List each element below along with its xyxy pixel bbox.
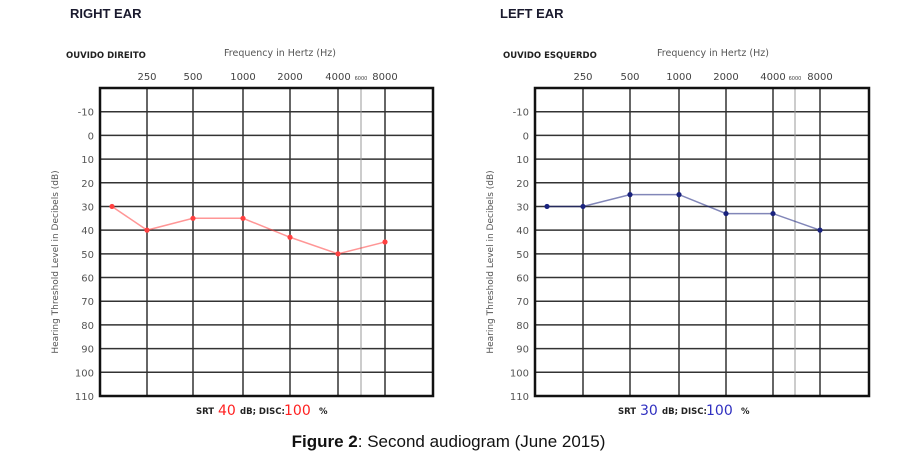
- data-point: [627, 192, 633, 198]
- x-tick-label: 1000: [666, 72, 691, 83]
- y-tick-label: 10: [81, 155, 94, 166]
- y-tick-label: 80: [516, 321, 529, 332]
- y-tick-label: 110: [510, 392, 529, 403]
- y-tick-label: 110: [75, 392, 94, 403]
- y-tick-label: 70: [516, 297, 529, 308]
- y-tick-label: 40: [516, 226, 529, 237]
- y-tick-label: 40: [81, 226, 94, 237]
- x-tick-label: 250: [137, 72, 156, 83]
- disc-unit: %: [741, 407, 750, 417]
- y-tick-label: 100: [75, 368, 94, 379]
- y-tick-label: -10: [78, 108, 94, 119]
- data-point: [144, 227, 150, 233]
- y-tick-label: -10: [513, 108, 529, 119]
- x-axis-label: Frequency in Hertz (Hz): [224, 48, 336, 59]
- srt-unit: dB; DISC:: [240, 407, 285, 417]
- x-tick-label: 500: [620, 72, 639, 83]
- y-tick-label: 90: [81, 345, 94, 356]
- data-point: [109, 203, 115, 210]
- x-tick-label: 2000: [277, 72, 302, 83]
- series-line: [547, 193, 821, 231]
- x-tick-label: 6000: [355, 76, 368, 82]
- plot-border: [533, 86, 871, 398]
- srt-label: SRT: [196, 407, 214, 417]
- data-point: [676, 192, 682, 198]
- srt-label: SRT: [618, 407, 636, 417]
- caption-text: : Second audiogram (June 2015): [357, 432, 606, 451]
- disc-value: 100: [284, 403, 311, 419]
- data-point: [382, 239, 388, 245]
- y-tick-label: 80: [81, 321, 94, 332]
- y-tick-label: 90: [516, 345, 529, 356]
- x-axis-label: Frequency in Hertz (Hz): [657, 48, 769, 59]
- y-tick-label: 20: [516, 179, 529, 190]
- y-tick-label: 10: [516, 155, 529, 166]
- data-point: [544, 203, 550, 210]
- data-point: [817, 227, 823, 233]
- x-tick-label: 8000: [807, 72, 832, 83]
- plot-border: [98, 86, 435, 398]
- figure-caption: Figure 2: Second audiogram (June 2015): [0, 432, 897, 452]
- y-tick-label: 20: [81, 179, 94, 190]
- x-tick-label: 1000: [230, 72, 255, 83]
- caption-label: Figure 2: [291, 432, 358, 451]
- srt-value: 30: [640, 403, 658, 419]
- x-tick-label: 250: [573, 72, 592, 83]
- y-tick-label: 70: [81, 297, 94, 308]
- y-tick-label: 30: [81, 202, 94, 213]
- y-tick-label: 60: [81, 274, 94, 285]
- y-axis-label: Hearing Threshold Level in Decibels (dB): [51, 170, 61, 353]
- y-tick-label: 50: [516, 250, 529, 261]
- x-tick-label: 2000: [713, 72, 738, 83]
- x-tick-label: 500: [183, 72, 202, 83]
- x-tick-label: 8000: [372, 72, 397, 83]
- srt-unit: dB; DISC:: [662, 407, 707, 417]
- y-tick-label: 60: [516, 274, 529, 285]
- disc-value: 100: [706, 403, 733, 419]
- data-point: [580, 203, 586, 210]
- y-tick-label: 50: [81, 250, 94, 261]
- x-tick-label: 6000: [789, 76, 802, 82]
- data-point: [287, 234, 293, 240]
- y-tick-label: 0: [88, 131, 94, 142]
- data-point: [770, 210, 776, 217]
- srt-value: 40: [218, 403, 236, 419]
- chart-subtitle: OUVIDO ESQUERDO: [503, 51, 597, 61]
- y-axis-label: Hearing Threshold Level in Decibels (dB): [486, 170, 496, 353]
- data-point: [190, 215, 196, 221]
- data-point: [240, 215, 246, 221]
- y-tick-label: 100: [510, 368, 529, 379]
- x-tick-label: 4000: [760, 72, 785, 83]
- data-point: [335, 251, 341, 257]
- x-tick-label: 4000: [325, 72, 350, 83]
- y-tick-label: 30: [516, 202, 529, 213]
- chart-title: LEFT EAR: [500, 6, 564, 21]
- chart-title: RIGHT EAR: [70, 6, 142, 21]
- data-point: [723, 210, 729, 217]
- chart-subtitle: OUVIDO DIREITO: [66, 51, 146, 61]
- y-tick-label: 0: [523, 131, 529, 142]
- disc-unit: %: [319, 407, 328, 417]
